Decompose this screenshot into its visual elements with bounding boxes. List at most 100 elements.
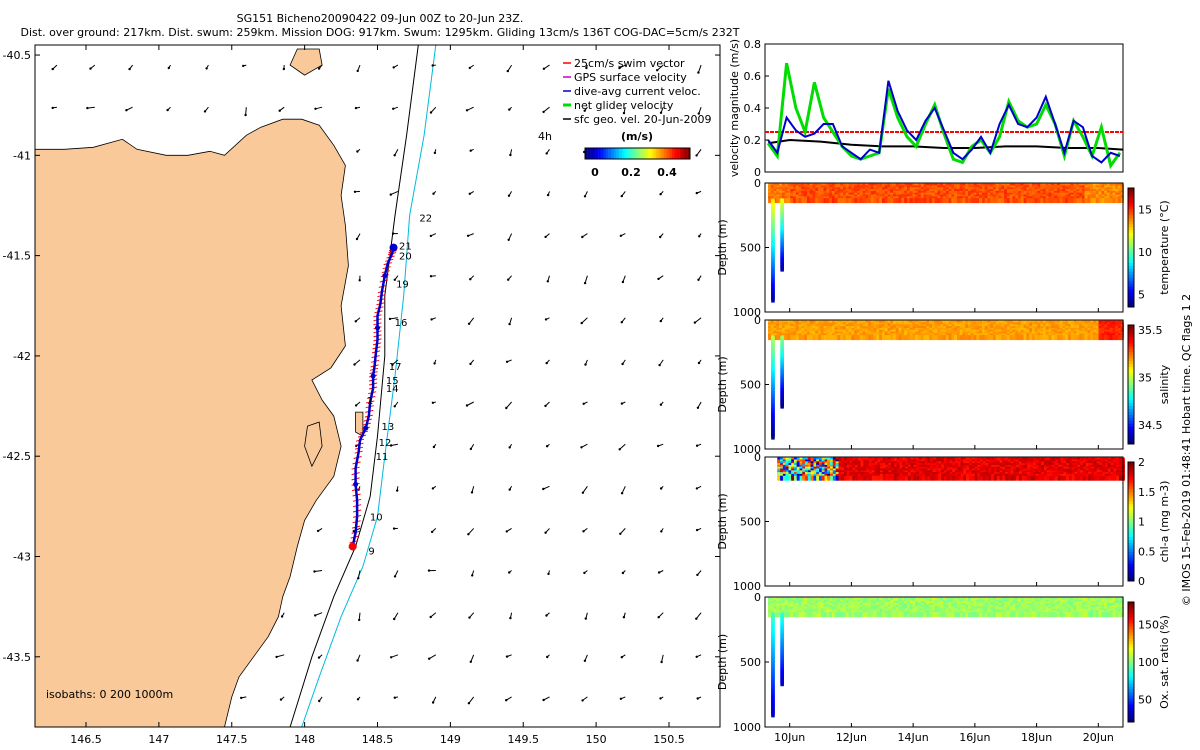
velocity-arrow-head (357, 577, 360, 580)
speed-colorbar-cell (661, 148, 665, 159)
profile-y-label: Depth (m) (716, 219, 729, 275)
velocity-arrow-head (356, 698, 360, 701)
velocity-arrow-head (128, 67, 131, 71)
velocity-arrow-head (620, 656, 623, 659)
profile-point (841, 475, 845, 481)
profile-point (924, 475, 928, 481)
velocity-arrow-head (314, 614, 317, 617)
profile-point (1070, 335, 1074, 341)
profile-point (1082, 335, 1085, 341)
velocity-arrow-head (282, 67, 286, 71)
profile-point (793, 198, 797, 204)
profile-point (787, 335, 791, 341)
velocity-arrow-head (167, 66, 170, 70)
velocity-arrow-head (544, 318, 548, 321)
profile-point (820, 198, 824, 204)
colorbar-cell (1128, 351, 1134, 356)
velocity-arrow-head (433, 151, 437, 155)
velocity-arrow-head (545, 361, 548, 365)
profile-point (1062, 198, 1066, 204)
profile-point (1037, 335, 1041, 341)
profile-point (1009, 335, 1013, 341)
profile-point (952, 475, 956, 481)
velocity-arrow-head (431, 487, 435, 490)
profile-point (1074, 475, 1078, 481)
velocity-arrow (389, 317, 398, 320)
velocity-arrow-head (581, 699, 584, 702)
profile-point (815, 612, 819, 618)
profile-point (1007, 335, 1010, 341)
velocity-arrow-head (392, 107, 395, 111)
velocity-arrow-head (389, 444, 393, 447)
profile-point (790, 335, 794, 341)
colorbar-cell (1128, 378, 1134, 383)
profile-y-tick-label: 1000 (733, 443, 761, 456)
profile-point (954, 335, 958, 341)
profile-point (957, 475, 961, 481)
velocity-arrow-head (693, 321, 697, 324)
profile-point (791, 475, 795, 481)
speed-colorbar-cell (687, 148, 691, 159)
velocity-arrow-head (429, 234, 433, 238)
velocity-arrow-head (659, 235, 662, 239)
colorbar-cell (1128, 485, 1134, 490)
colorbar-cell (1128, 500, 1134, 505)
track-position-marker (382, 273, 388, 279)
profile-point (984, 335, 988, 341)
profile-point (773, 335, 777, 341)
colorbar-cell (1128, 402, 1134, 406)
speed-colorbar-cell (653, 148, 657, 159)
velocity-arrow-head (356, 150, 359, 153)
velocity-arrow-head (660, 660, 663, 664)
velocity-arrow-head (353, 363, 356, 366)
profile-point (1065, 335, 1069, 341)
velocity-arrow-head (696, 406, 700, 409)
profile-point (982, 475, 986, 481)
colorbar-frame (1127, 324, 1135, 445)
profile-point (1034, 335, 1038, 341)
day-label: 21 (399, 242, 412, 253)
profile-point (854, 198, 858, 204)
day-label: 9 (368, 546, 374, 557)
velocity-arrow-head (431, 64, 434, 67)
profile-y-tick-label: 0 (754, 451, 761, 464)
profile-point (777, 475, 781, 481)
colorbar-cell (1128, 289, 1134, 293)
speed-colorbar-cell (650, 148, 654, 159)
velocity-arrow-head (697, 278, 700, 281)
speed-colorbar-cell (606, 148, 609, 159)
colorbar-cell (1128, 342, 1134, 347)
velocity-arrow-head (508, 322, 511, 326)
profile-point (790, 198, 794, 204)
chart-subtitle: Dist. over ground: 217km. Dist. swum: 25… (20, 26, 740, 39)
velocity-arrow-head (317, 67, 321, 70)
profile-point (966, 475, 970, 481)
chart-title: SG151 Bicheno20090422 09-Jun 00Z to 20-J… (236, 12, 524, 25)
profile-point (859, 335, 863, 341)
velocity-arrow-head (427, 569, 431, 572)
profile-point (826, 612, 830, 618)
profile-y-tick-label: 500 (740, 516, 761, 529)
velocity-arrow (428, 654, 437, 660)
profile-point (1032, 335, 1035, 341)
velocity-arrow-head (51, 106, 54, 110)
velocity-arrow (392, 359, 399, 366)
speed-colorbar-cell (627, 148, 630, 159)
profile-point (945, 198, 949, 204)
profile-point (1045, 198, 1049, 204)
colorbar-cell (1128, 208, 1134, 213)
colorbar-cell (1128, 220, 1134, 225)
colorbar-cell (1128, 387, 1134, 391)
speed-colorbar-cell (608, 148, 612, 159)
velocity-arrow-head (465, 109, 469, 112)
profile-panel-bg (765, 320, 1123, 449)
profile-point (999, 475, 1003, 481)
velocity-arrow-head (393, 405, 396, 408)
day-label: 1 (367, 396, 373, 407)
colorbar-cell (1128, 214, 1134, 219)
speed-colorbar-cell (679, 148, 683, 159)
profile-point (990, 335, 994, 341)
profile-point (816, 475, 820, 481)
velocity-arrow-head (695, 191, 698, 195)
colorbar-cell (1128, 241, 1134, 246)
